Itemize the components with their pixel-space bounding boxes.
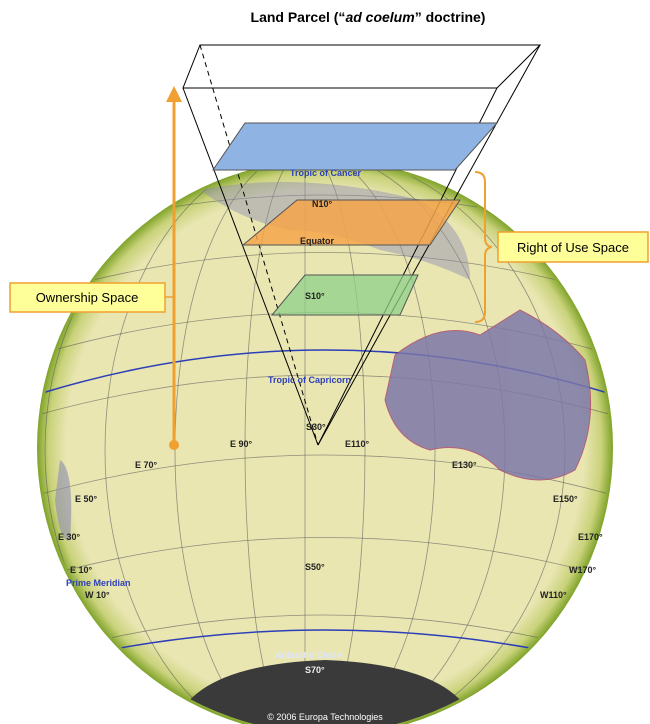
madagascar: [55, 460, 72, 541]
globe-label: E 30°: [58, 532, 81, 542]
globe-label: E130°: [452, 460, 477, 470]
antarctica: [175, 660, 475, 724]
land-parcel: [182, 44, 542, 446]
ownership-box: [9, 282, 166, 313]
right-of-use-label: Right of Use Space: [517, 240, 629, 255]
title-prefix: Land Parcel (“: [251, 9, 346, 25]
globe-label: E110°: [345, 439, 370, 449]
globe-label: S50°: [305, 562, 325, 572]
arrowhead: [166, 86, 182, 102]
globe-label: S10°: [305, 291, 325, 301]
edge: [182, 87, 319, 446]
green-plane: [270, 274, 419, 316]
globe-label: E 90°: [230, 439, 253, 449]
globe-label: W 10°: [85, 590, 110, 600]
right-of-use-box: [497, 231, 649, 263]
globe-label: Equator: [300, 236, 334, 246]
title-suffix: ” doctrine): [415, 9, 486, 25]
globe-label: E 70°: [135, 460, 158, 470]
arrow-origin: [169, 440, 179, 450]
globe-label: N10°: [312, 199, 333, 209]
globe-label: S30°: [306, 422, 326, 432]
globe-label: Tropic of Capricorn: [268, 375, 351, 385]
ownership-label: Ownership Space: [36, 290, 139, 305]
bracket: [474, 171, 493, 323]
globe-label: Prime Meridian: [66, 578, 131, 588]
globe-label: W170°: [569, 565, 597, 575]
blue-plane: [212, 122, 499, 171]
globe-label: W110°: [540, 590, 567, 600]
globe-label: E 10°: [70, 565, 93, 575]
globe-label: E150°: [553, 494, 578, 504]
australia: [384, 309, 592, 481]
globe: [37, 160, 613, 724]
globe-label: E170°: [578, 532, 603, 542]
globe-label: S70°: [305, 665, 325, 675]
globe-features: [40, 163, 610, 724]
globe-label: Antarctic Circle: [275, 650, 342, 660]
orange-plane: [241, 199, 461, 246]
parcel-top: [182, 44, 542, 89]
title: Land Parcel (“ad coelum” doctrine): [251, 9, 486, 25]
copyright: © 2006 Europa Technologies: [267, 712, 383, 722]
globe-label: E 50°: [75, 494, 98, 504]
title-emphasis: ad coelum: [345, 9, 414, 25]
globe-label: Tropic of Cancer: [290, 168, 362, 178]
